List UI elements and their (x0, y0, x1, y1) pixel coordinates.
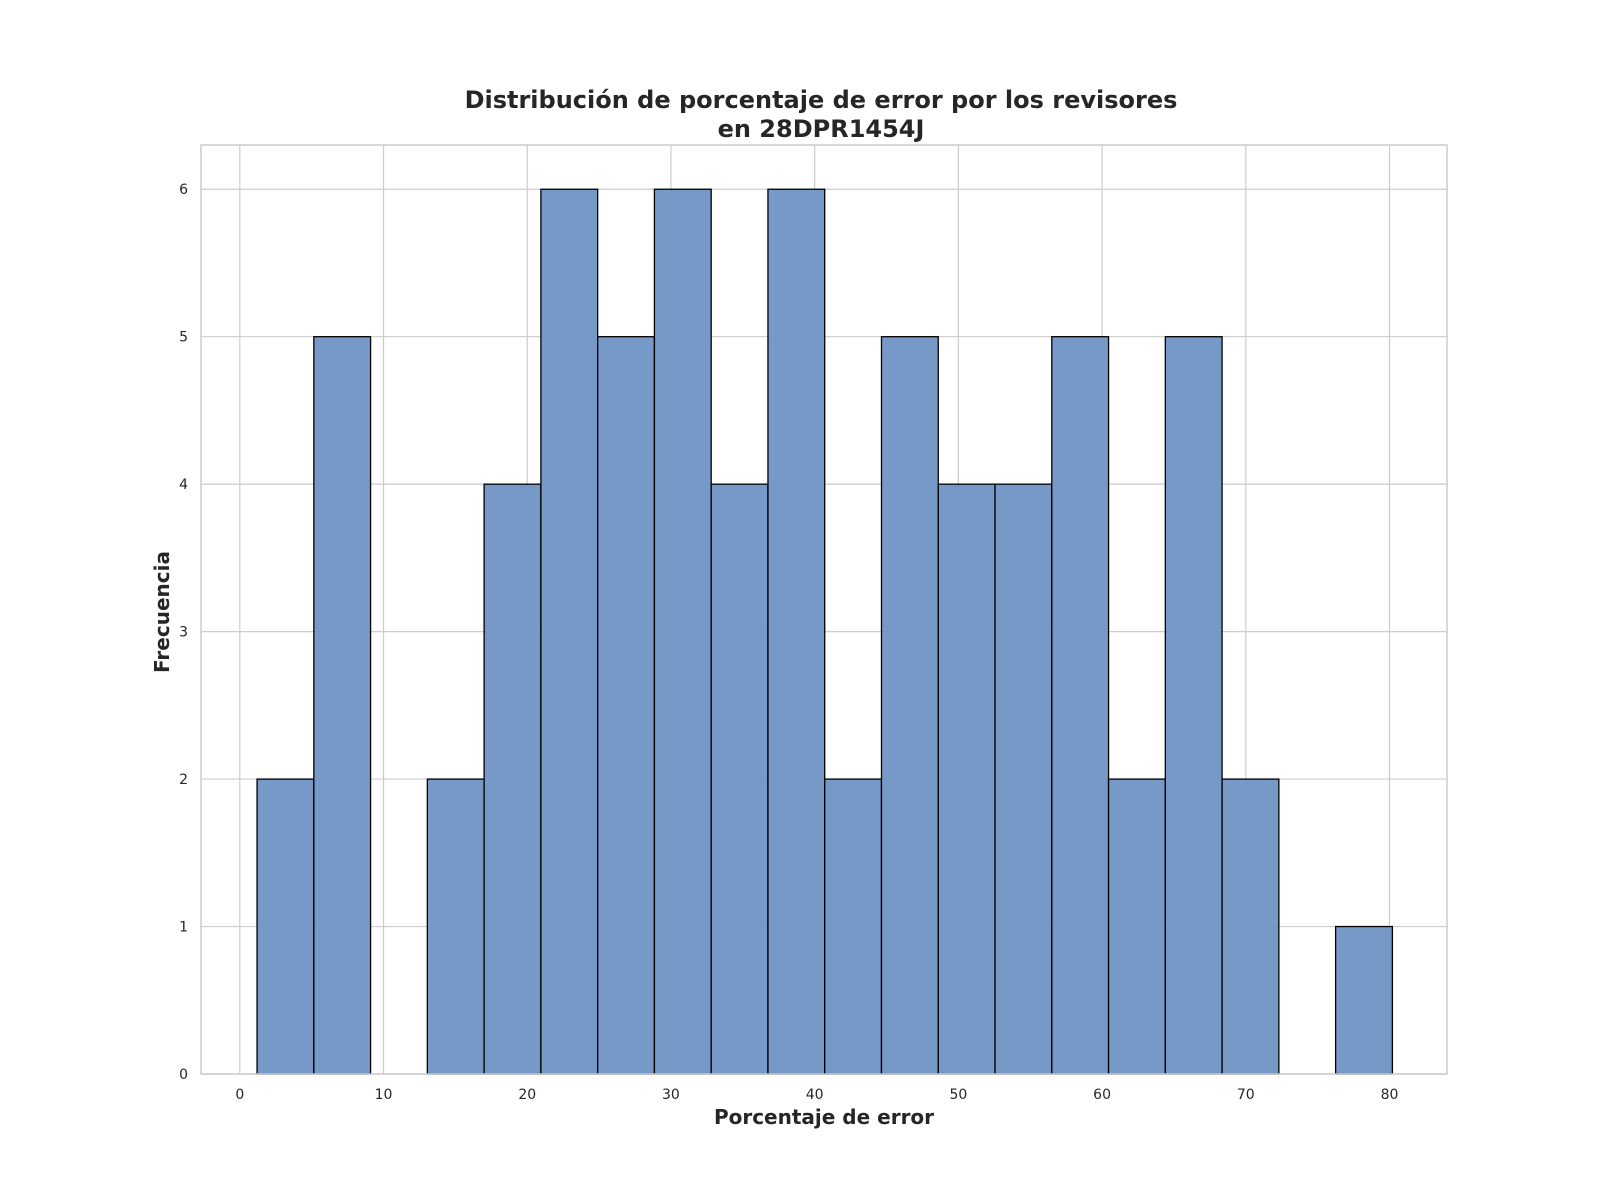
chart-title-line-2: en 28DPR1454J (718, 115, 925, 143)
y-tick-label: 2 (179, 772, 188, 788)
x-tick-label: 70 (1237, 1087, 1255, 1103)
x-tick-label: 40 (806, 1087, 824, 1103)
histogram-bar (1164, 336, 1223, 1075)
x-tick-label: 20 (518, 1087, 536, 1103)
y-axis-label: Frecuencia (150, 551, 174, 673)
histogram-bar (483, 483, 542, 1075)
histogram-bar (653, 188, 712, 1075)
histogram-bar (313, 336, 372, 1075)
histogram-bar (767, 188, 826, 1075)
y-tick-label: 0 (179, 1067, 188, 1083)
x-tick-label: 60 (1093, 1087, 1111, 1103)
x-tick-label: 10 (375, 1087, 393, 1103)
y-tick-labels: 0 1 2 3 4 5 6 (179, 182, 188, 1083)
histogram-bar (880, 336, 939, 1075)
histogram-bar (597, 336, 656, 1075)
histogram-bar (710, 483, 769, 1075)
histogram-bar (1107, 778, 1166, 1075)
histogram-bar (824, 778, 883, 1075)
y-tick-label: 6 (179, 182, 188, 198)
histogram-bar (426, 778, 485, 1075)
plot-area-frame (200, 144, 1448, 1075)
histogram-bar (256, 778, 315, 1075)
x-tick-label: 30 (662, 1087, 680, 1103)
histogram-bar (937, 483, 996, 1075)
x-axis-label: Porcentaje de error (714, 1105, 934, 1129)
histogram-bars (256, 188, 1394, 1075)
histogram-bar (1221, 778, 1280, 1075)
histogram-bar (994, 483, 1053, 1075)
histogram-bar (1051, 336, 1110, 1075)
histogram-bar (540, 188, 599, 1075)
y-tick-label: 4 (179, 477, 188, 493)
y-tick-label: 1 (179, 920, 188, 936)
y-tick-label: 3 (179, 625, 188, 641)
x-tick-label: 50 (949, 1087, 967, 1103)
histogram-bar (1334, 925, 1394, 1075)
chart-title-line-1: Distribución de porcentaje de error por … (465, 86, 1178, 114)
y-tick-label: 5 (179, 330, 188, 346)
x-tick-label: 80 (1381, 1087, 1399, 1103)
x-tick-labels: 0 10 20 30 40 50 60 70 80 (235, 1087, 1398, 1103)
x-tick-label: 0 (235, 1087, 244, 1103)
